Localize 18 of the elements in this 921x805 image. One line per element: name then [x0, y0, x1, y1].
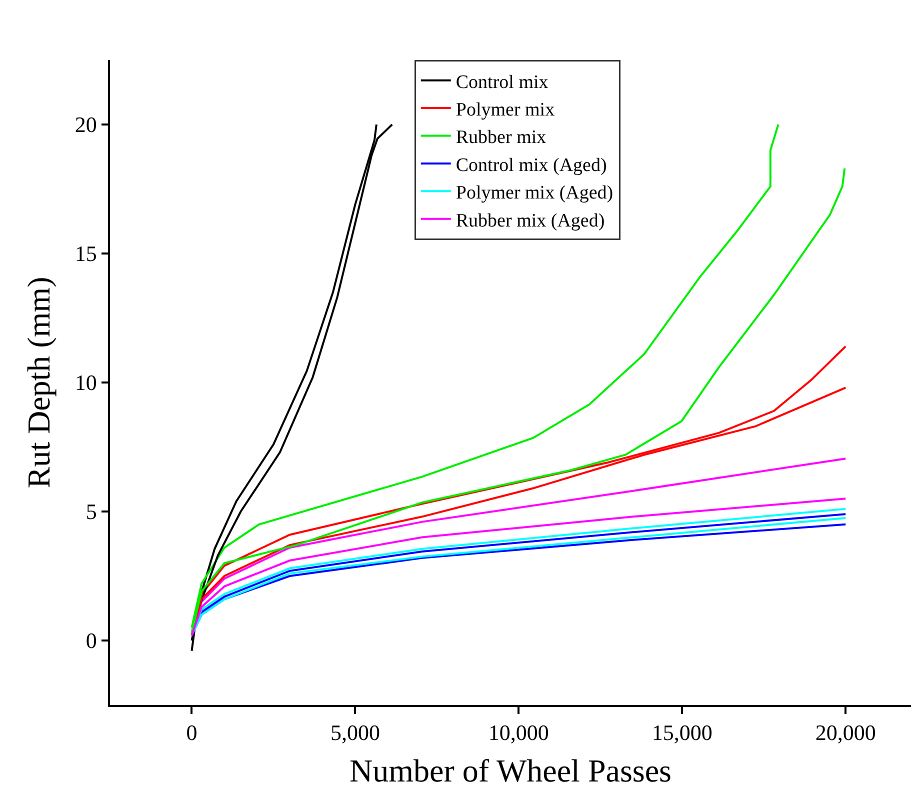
x-tick-label: 10,000 — [488, 720, 549, 746]
x-tick-label: 0 — [186, 720, 198, 746]
legend-label: Polymer mix (Aged) — [456, 182, 614, 204]
legend-label: Rubber mix (Aged) — [456, 210, 605, 232]
x-tick-label: 5,000 — [330, 720, 380, 746]
legend-label: Control mix — [456, 72, 549, 93]
y-tick-label: 5 — [86, 499, 97, 524]
legend-label: Polymer mix — [456, 99, 556, 120]
y-tick-label: 15 — [74, 241, 97, 266]
x-tick-label: 20,000 — [815, 720, 876, 746]
legend-label: Control mix (Aged) — [456, 154, 607, 176]
x-axis-title: Number of Wheel Passes — [350, 752, 672, 789]
y-tick-label: 20 — [74, 112, 97, 138]
y-tick-label: 0 — [86, 628, 97, 654]
legend-label: Rubber mix — [456, 127, 547, 148]
x-tick-label: 15,000 — [652, 720, 712, 746]
y-axis-title: Rut Depth (mm) — [20, 276, 57, 488]
y-tick-label: 10 — [74, 370, 97, 396]
